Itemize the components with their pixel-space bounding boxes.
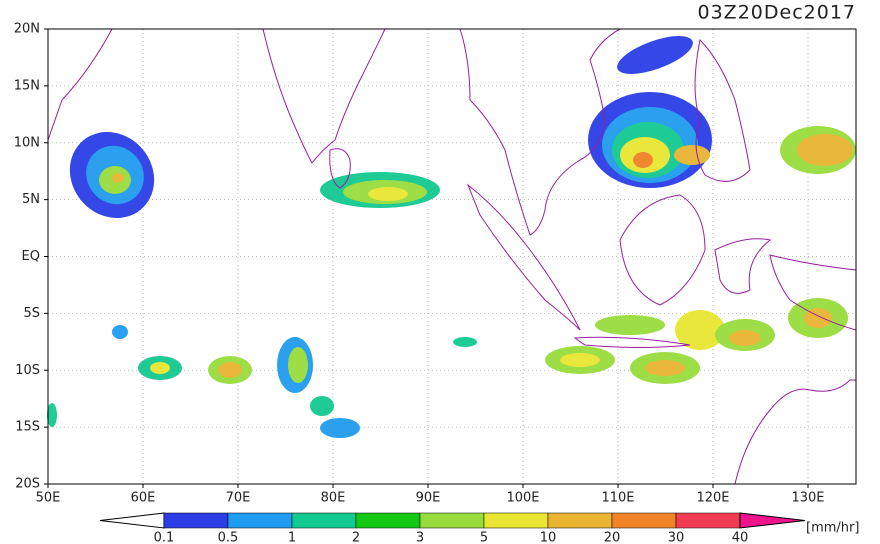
colorbar-low (99, 512, 165, 529)
colorbar-label: 10 (540, 531, 557, 544)
colorbar-label: 30 (668, 531, 685, 544)
colorbar-label: 0.1 (154, 531, 175, 544)
colorbar-box (483, 512, 549, 529)
lat-label: EQ (22, 249, 40, 264)
timestamp: 03Z20Dec2017 (698, 2, 857, 24)
lat-label: 20S (15, 477, 40, 492)
lat-label: 10S (15, 363, 40, 378)
colorbar-box (355, 512, 421, 529)
lon-label: 110E (601, 491, 634, 506)
precipitation (47, 36, 856, 438)
colorbar-box (163, 512, 229, 529)
colorbar-box (611, 512, 677, 529)
lon-label: 80E (321, 491, 346, 506)
lon-label: 120E (696, 491, 729, 506)
colorbar-label: 20 (604, 531, 621, 544)
coastlines (47, 28, 857, 485)
lon-label: 70E (226, 491, 251, 506)
colorbar-label: 2 (352, 531, 360, 544)
lon-label: 60E (131, 491, 156, 506)
map-frame (47, 28, 857, 485)
lon-label: 130E (791, 491, 824, 506)
lat-label: 15S (15, 420, 40, 435)
colorbar-box (291, 512, 357, 529)
lat-label: 20N (14, 22, 40, 37)
colorbar-label: 0.5 (218, 531, 239, 544)
lat-label: 5N (22, 192, 40, 207)
colorbar-box (675, 512, 741, 529)
colorbar-unit: [mm/hr] (806, 521, 859, 536)
colorbar-box (547, 512, 613, 529)
colorbar (99, 512, 806, 529)
colorbar-high (739, 512, 806, 529)
colorbar-label: 40 (732, 531, 749, 544)
lon-label: 50E (36, 491, 61, 506)
lon-label: 100E (506, 491, 539, 506)
lat-label: 15N (14, 78, 40, 93)
lat-label: 5S (23, 306, 40, 321)
colorbar-label: 5 (480, 531, 488, 544)
lon-label: 90E (416, 491, 441, 506)
colorbar-label: 1 (288, 531, 296, 544)
colorbar-box (227, 512, 293, 529)
colorbar-box (419, 512, 485, 529)
colorbar-label: 3 (416, 531, 424, 544)
lat-label: 10N (14, 135, 40, 150)
